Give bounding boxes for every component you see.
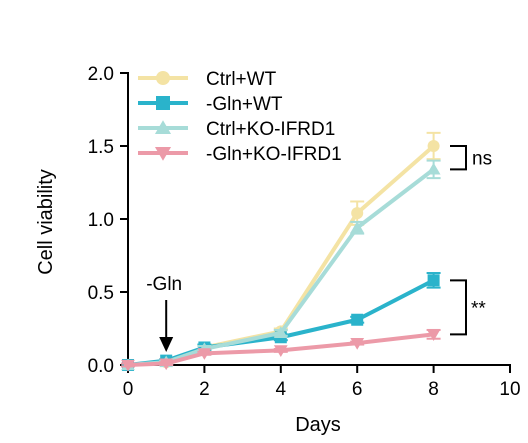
x-tick-label: 0 <box>123 379 134 400</box>
y-tick-label: 1.0 <box>88 210 114 231</box>
legend-marker <box>154 120 172 134</box>
data-point <box>427 140 440 152</box>
legend-marker <box>154 147 172 161</box>
sig-label-bottom: ** <box>471 298 486 319</box>
data-point <box>350 338 365 350</box>
legend-marker <box>156 71 170 85</box>
data-point <box>351 313 364 326</box>
gln-arrow-label: -Gln <box>146 274 182 295</box>
legend-entry-3: Ctrl+KO-IFRD1 <box>138 119 335 140</box>
data-point <box>350 221 365 233</box>
legend-label: Ctrl+KO-IFRD1 <box>206 119 335 140</box>
series-4 <box>121 328 441 372</box>
sig-label-top: ns <box>472 149 492 170</box>
x-axis-title: Days <box>295 414 341 436</box>
y-tick-label: 1.5 <box>88 137 114 158</box>
annotations: -Gln ns ** <box>146 145 492 352</box>
y-tick-label: 0.5 <box>88 283 114 304</box>
legend: Ctrl+WT -Gln+WT Ctrl+KO-IFRD1 -Gln+KO-IFRD1 <box>138 69 342 165</box>
legend-entry-1: Ctrl+WT <box>138 69 277 90</box>
data-point <box>426 329 441 341</box>
data-point <box>121 359 135 372</box>
plot-area <box>121 131 441 372</box>
legend-marker <box>156 96 170 110</box>
sig-bracket-bottom <box>450 279 467 336</box>
data-point <box>351 207 364 220</box>
data-point <box>427 274 440 287</box>
legend-label: -Gln+KO-IFRD1 <box>206 144 342 165</box>
data-point <box>159 358 174 371</box>
legend-label: Ctrl+WT <box>206 69 277 90</box>
legend-entry-4: -Gln+KO-IFRD1 <box>138 144 342 165</box>
data-point <box>197 348 212 360</box>
data-point <box>426 162 441 175</box>
x-tick-label: 10 <box>499 379 520 400</box>
sig-bracket-top <box>450 145 467 171</box>
x-tick-label: 2 <box>199 379 210 400</box>
y-axis-title: Cell viability <box>35 169 57 275</box>
y-tick-label: 2.0 <box>88 64 114 85</box>
data-point <box>273 326 288 338</box>
legend-label: -Gln+WT <box>206 94 283 115</box>
data-point <box>273 345 288 357</box>
x-tick-label: 8 <box>428 379 439 400</box>
gln-arrow-head <box>159 337 174 352</box>
series-line <box>127 332 434 367</box>
x-tick-label: 6 <box>352 379 363 400</box>
y-tick-label: 0.0 <box>88 356 114 377</box>
axes: 0.0 0.5 1.0 1.5 2.0 0 2 4 6 8 10 <box>88 64 521 400</box>
legend-entry-2: -Gln+WT <box>138 94 283 115</box>
x-tick-label: 4 <box>276 379 287 400</box>
